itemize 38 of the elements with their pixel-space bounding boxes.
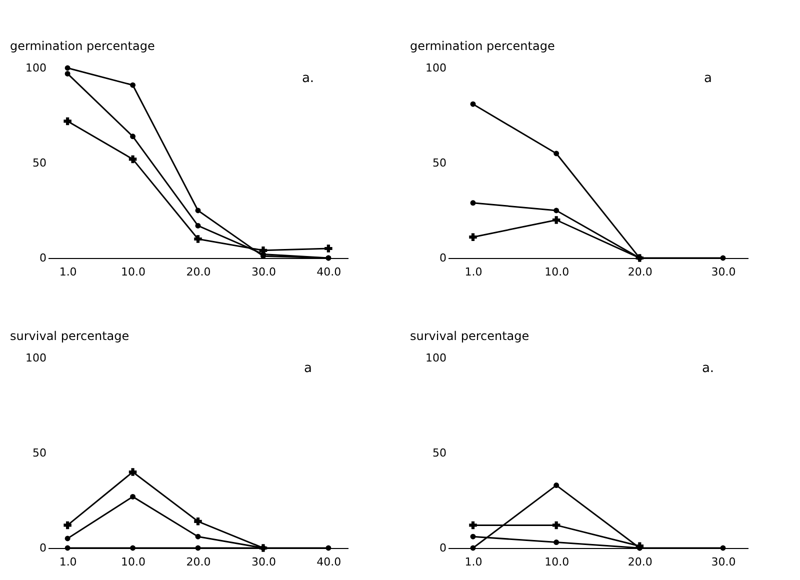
x-tick-label: 40.0 <box>316 556 342 568</box>
x-tick-label: 30.0 <box>711 556 736 568</box>
y-axis-title: survival percentage <box>10 329 130 343</box>
y-tick-label: 50 <box>432 156 446 170</box>
y-tick-label: 50 <box>32 446 46 460</box>
x-tick-label: 10.0 <box>121 266 146 278</box>
x-tick-label: 1.0 <box>464 556 482 568</box>
y-axis-title: germination percentage <box>10 39 155 53</box>
y-tick-label: 100 <box>426 352 446 364</box>
x-tick-label: 1.0 <box>59 556 77 568</box>
annotation: a <box>304 361 312 376</box>
x-tick-label: 30.0 <box>251 556 276 568</box>
y-tick-label: 100 <box>26 352 46 364</box>
y-tick-label: 0 <box>440 542 446 554</box>
x-tick-label: 10.0 <box>544 266 570 278</box>
x-tick-label: 10.0 <box>544 556 570 568</box>
y-tick-label: 100 <box>26 62 46 74</box>
x-tick-label: 20.0 <box>628 556 652 568</box>
x-tick-label: 30.0 <box>711 266 736 278</box>
y-tick-label: 50 <box>32 156 46 170</box>
x-tick-label: 20.0 <box>628 266 652 278</box>
x-tick-label: 40.0 <box>316 266 342 278</box>
y-tick-label: 100 <box>426 62 446 74</box>
y-tick-label: 0 <box>40 542 46 554</box>
annotation: a. <box>702 361 714 376</box>
y-tick-label: 0 <box>40 252 46 264</box>
x-tick-label: 1.0 <box>59 266 77 278</box>
y-tick-label: 0 <box>440 252 446 264</box>
x-tick-label: 30.0 <box>251 266 276 278</box>
y-axis-title: survival percentage <box>410 329 530 343</box>
annotation: a <box>704 71 712 86</box>
y-axis-title: germination percentage <box>410 39 555 53</box>
x-tick-label: 20.0 <box>186 266 211 278</box>
x-tick-label: 20.0 <box>186 556 211 568</box>
x-tick-label: 10.0 <box>121 556 146 568</box>
y-tick-label: 50 <box>432 446 446 460</box>
x-tick-label: 1.0 <box>464 266 482 278</box>
annotation: a. <box>302 71 314 86</box>
